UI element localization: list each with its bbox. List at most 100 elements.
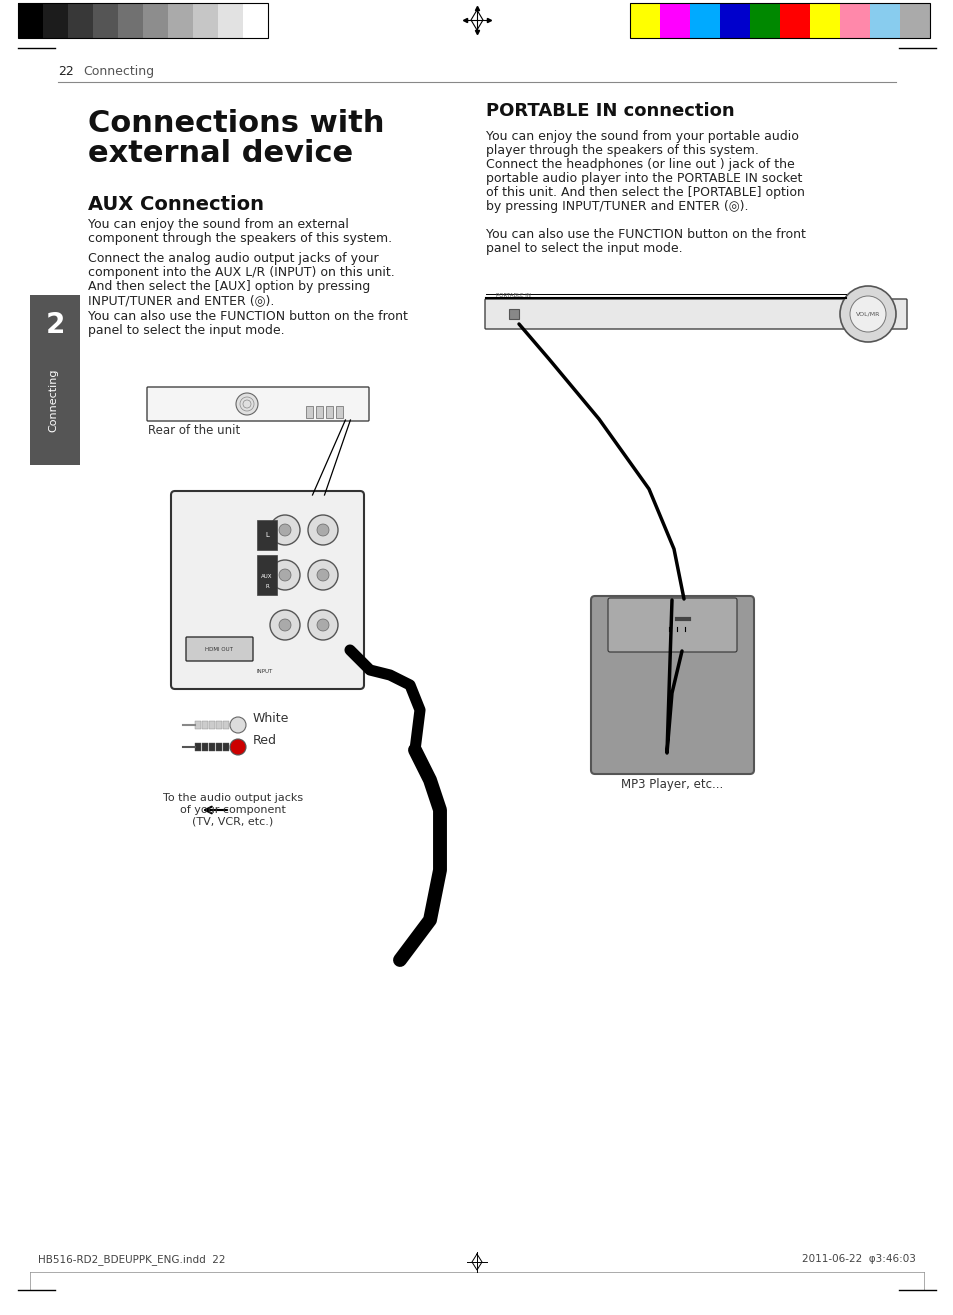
Bar (202, 721, 208, 729)
Circle shape (278, 569, 291, 581)
Bar (18, 3, 43, 38)
Text: INPUT: INPUT (256, 669, 273, 675)
Bar (316, 406, 323, 418)
Text: of this unit. And then select the [PORTABLE] option: of this unit. And then select the [PORTA… (485, 185, 804, 199)
Text: Connecting: Connecting (83, 64, 154, 78)
FancyBboxPatch shape (607, 598, 737, 652)
Circle shape (840, 285, 895, 342)
Bar (215, 721, 222, 729)
Bar (326, 406, 333, 418)
Bar (218, 3, 243, 38)
Bar (306, 406, 314, 418)
Text: Connections with: Connections with (88, 109, 384, 138)
Text: L: L (265, 533, 269, 538)
Text: by pressing INPUT/TUNER and ENTER (◎).: by pressing INPUT/TUNER and ENTER (◎). (485, 200, 748, 213)
Text: HB516-RD2_BDEUPPK_ENG.indd  22: HB516-RD2_BDEUPPK_ENG.indd 22 (38, 1255, 225, 1265)
Bar (720, 3, 749, 38)
Bar (194, 743, 201, 751)
Text: portable audio player into the PORTABLE IN socket: portable audio player into the PORTABLE … (485, 172, 801, 185)
Text: AUX: AUX (261, 575, 273, 579)
Bar (243, 3, 268, 38)
Circle shape (316, 523, 329, 537)
Bar (68, 3, 92, 38)
Text: You can also use the FUNCTION button on the front: You can also use the FUNCTION button on … (88, 310, 408, 323)
Text: Connect the analog audio output jacks of your: Connect the analog audio output jacks of… (88, 252, 378, 266)
Bar (209, 743, 214, 751)
FancyBboxPatch shape (186, 636, 253, 661)
Text: panel to select the input mode.: panel to select the input mode. (88, 323, 284, 337)
FancyBboxPatch shape (484, 299, 906, 329)
Text: INPUT/TUNER and ENTER (◎).: INPUT/TUNER and ENTER (◎). (88, 295, 274, 306)
Circle shape (230, 739, 246, 755)
Bar (689, 3, 720, 38)
Bar (118, 3, 143, 38)
Text: component into the AUX L/R (INPUT) on this unit.: component into the AUX L/R (INPUT) on th… (88, 266, 395, 279)
Text: HDMI OUT: HDMI OUT (205, 647, 233, 652)
Bar (659, 3, 689, 38)
Bar (18, 3, 268, 38)
Text: To the audio output jacks
of your component
(TV, VCR, etc.): To the audio output jacks of your compon… (163, 793, 303, 826)
Circle shape (270, 515, 299, 544)
Text: 2011-06-22  φ3:46:03: 2011-06-22 φ3:46:03 (801, 1255, 915, 1264)
Circle shape (316, 569, 329, 581)
Text: component through the speakers of this system.: component through the speakers of this s… (88, 231, 392, 245)
Text: PORTABLE IN: PORTABLE IN (496, 293, 531, 299)
Text: You can enjoy the sound from your portable audio: You can enjoy the sound from your portab… (485, 130, 798, 143)
Bar (780, 3, 809, 38)
Text: R: R (265, 584, 269, 589)
Text: 22: 22 (58, 64, 73, 78)
Text: You can also use the FUNCTION button on the front: You can also use the FUNCTION button on … (485, 227, 805, 241)
Bar (209, 721, 214, 729)
Circle shape (230, 717, 246, 732)
Bar (223, 721, 229, 729)
Text: Red: Red (253, 734, 276, 747)
Bar (629, 3, 659, 38)
FancyBboxPatch shape (666, 609, 696, 631)
Bar (256, 555, 276, 594)
Bar (168, 3, 193, 38)
Bar (749, 3, 780, 38)
Circle shape (316, 619, 329, 631)
Bar (840, 3, 869, 38)
Text: AUX Connection: AUX Connection (88, 195, 264, 214)
Circle shape (308, 560, 337, 590)
Bar (336, 406, 343, 418)
Circle shape (235, 393, 257, 416)
Text: 2: 2 (45, 312, 65, 339)
Bar (215, 743, 222, 751)
Text: VOL/MR: VOL/MR (855, 312, 880, 317)
Text: And then select the [AUX] option by pressing: And then select the [AUX] option by pres… (88, 280, 370, 293)
Text: Rear of the unit: Rear of the unit (148, 423, 240, 437)
Bar (223, 743, 229, 751)
Bar (194, 721, 201, 729)
Text: player through the speakers of this system.: player through the speakers of this syst… (485, 145, 758, 156)
FancyBboxPatch shape (590, 596, 753, 775)
Circle shape (270, 560, 299, 590)
Bar (30, 295, 80, 466)
Circle shape (308, 610, 337, 640)
FancyBboxPatch shape (147, 387, 369, 421)
Circle shape (308, 515, 337, 544)
Bar (869, 3, 899, 38)
Bar (193, 3, 218, 38)
Bar (143, 3, 168, 38)
Bar (509, 309, 518, 320)
Bar (92, 3, 118, 38)
Bar (256, 519, 276, 550)
Bar (43, 3, 68, 38)
Circle shape (278, 523, 291, 537)
Circle shape (270, 610, 299, 640)
Text: Connecting: Connecting (48, 368, 58, 431)
Text: White: White (253, 711, 289, 725)
Text: Connect the headphones (or line out ) jack of the: Connect the headphones (or line out ) ja… (485, 158, 794, 171)
Text: panel to select the input mode.: panel to select the input mode. (485, 242, 682, 255)
Circle shape (849, 296, 885, 331)
Bar (629, 3, 929, 38)
Text: MP3 Player, etc...: MP3 Player, etc... (620, 778, 722, 792)
FancyBboxPatch shape (171, 490, 364, 689)
Text: PORTABLE IN connection: PORTABLE IN connection (485, 103, 734, 120)
Circle shape (278, 619, 291, 631)
Bar (809, 3, 840, 38)
Text: external device: external device (88, 139, 353, 168)
Bar (202, 743, 208, 751)
